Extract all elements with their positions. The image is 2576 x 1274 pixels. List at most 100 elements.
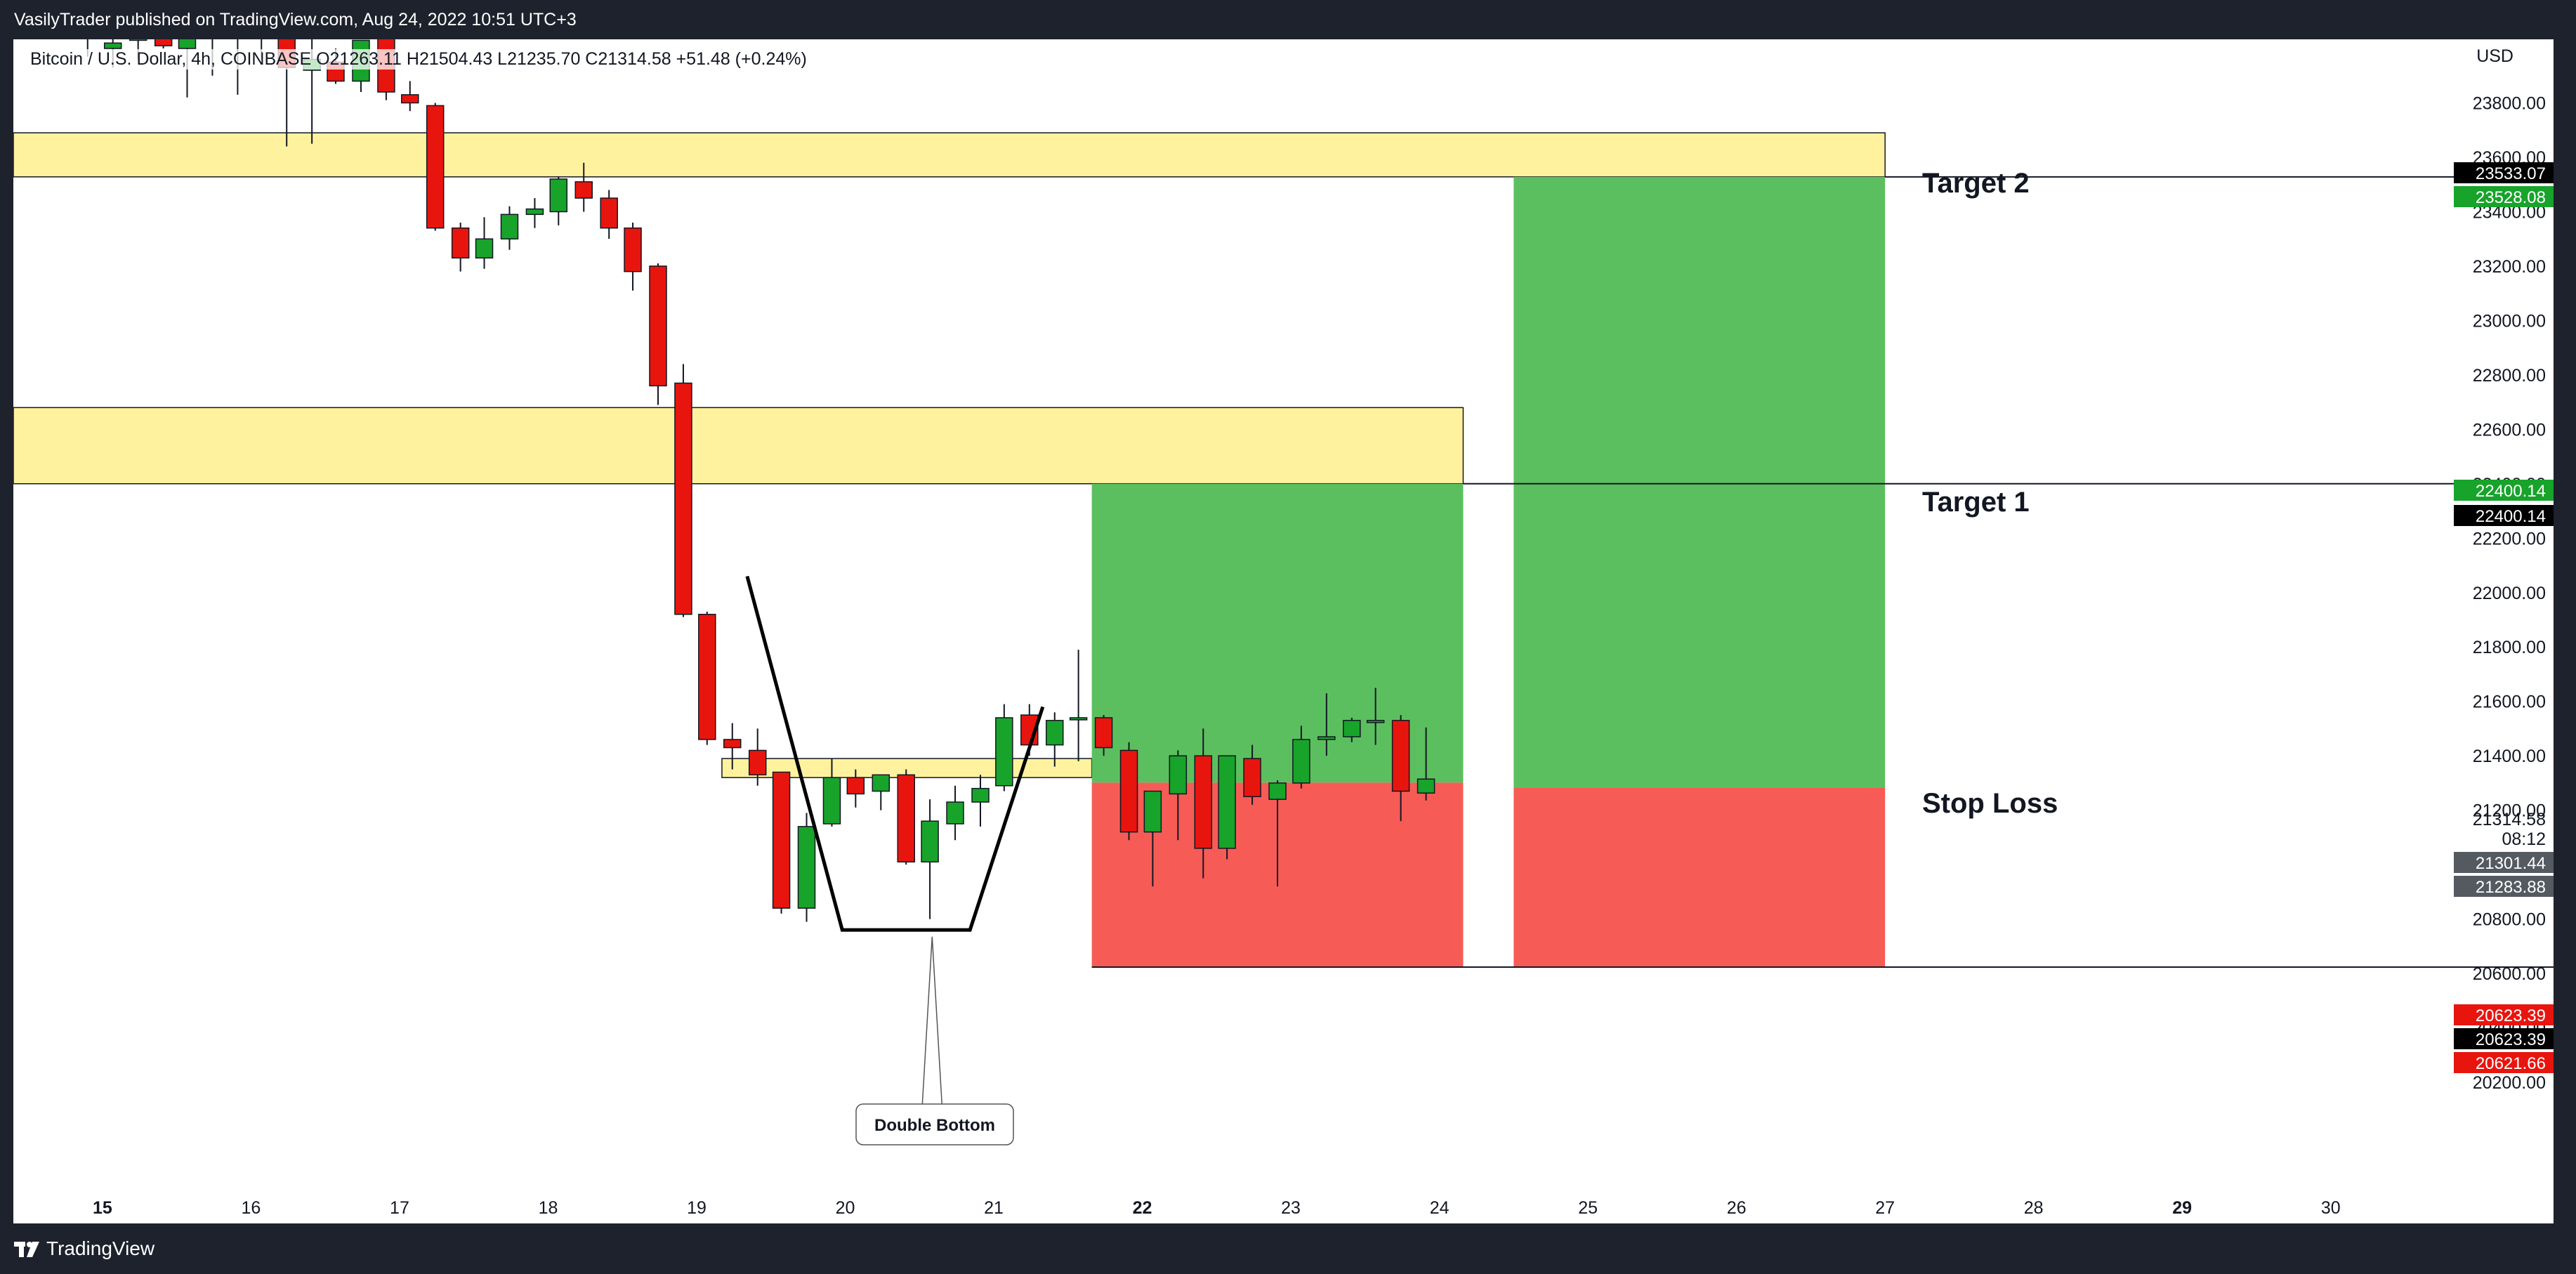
date-tick-label: 23 xyxy=(1281,1198,1301,1218)
candle-body xyxy=(995,717,1013,787)
candle-body xyxy=(897,774,915,862)
price-tag-target2-line: 23533.07 xyxy=(2454,162,2554,183)
stop-loss-label: Stop Loss xyxy=(1922,788,2058,819)
candle-body xyxy=(1366,720,1385,723)
candle-body xyxy=(822,777,841,825)
price-tag-target2-line-text: 23533.07 xyxy=(2476,164,2546,183)
price-tag-entry-a-bg xyxy=(2454,852,2554,873)
price-tag-entry-a-text: 21301.44 xyxy=(2476,854,2546,873)
date-tick-label: 19 xyxy=(687,1198,707,1218)
tradingview-footer: TradingView xyxy=(0,1223,2576,1274)
date-tick-label: 20 xyxy=(836,1198,855,1218)
price-tag-target2-line-bg xyxy=(2454,162,2554,183)
published-line: VasilyTrader published on TradingView.co… xyxy=(14,10,577,29)
resistance-zone-upper xyxy=(13,132,1886,178)
price-tick-label: 22800.00 xyxy=(2473,366,2546,386)
candle-body xyxy=(600,197,618,229)
callout-box xyxy=(855,1103,1014,1145)
candle-body xyxy=(846,777,865,795)
price-tag-target1-tp-bg xyxy=(2454,480,2554,501)
price-chart[interactable]: Double Bottom Target 2 Target 1 Stop Loss US… xyxy=(13,39,2554,1223)
target-2-label: Target 2 xyxy=(1922,168,2030,199)
candle-body xyxy=(1218,755,1236,849)
currency-label: USD xyxy=(2476,46,2513,66)
date-tick-label: 26 xyxy=(1727,1198,1747,1218)
double-bottom-pattern-line xyxy=(745,575,1045,932)
candle-countdown: 08:12 xyxy=(2502,829,2546,849)
price-tick-label: 22000.00 xyxy=(2473,584,2546,603)
price-tag-entry-b: 21283.88 xyxy=(2454,876,2554,897)
candle-body xyxy=(624,227,642,272)
price-tag-target1-line: 22400.14 xyxy=(2454,505,2554,526)
price-tick-label: 21800.00 xyxy=(2473,638,2546,657)
position-2-loss-zone xyxy=(1513,787,1886,967)
tradingview-brand: TradingView xyxy=(46,1237,155,1259)
candle-body xyxy=(1343,720,1361,737)
candle-body xyxy=(698,613,716,740)
price-tag-stop-b: 20621.66 xyxy=(2454,1052,2554,1073)
date-tick-label: 22 xyxy=(1133,1198,1152,1218)
candle-body xyxy=(1094,717,1113,749)
price-tick-label: 21600.00 xyxy=(2473,692,2546,712)
candle-body xyxy=(921,820,939,862)
candle-body xyxy=(525,208,544,216)
date-tick-label: 27 xyxy=(1875,1198,1895,1218)
resistance-zone-middle xyxy=(13,407,1464,485)
price-tick-label: 20800.00 xyxy=(2473,910,2546,930)
price-tick-label: 20600.00 xyxy=(2473,964,2546,984)
candle-body xyxy=(1391,720,1410,792)
candle-body xyxy=(1143,790,1162,833)
price-tick-label: 23800.00 xyxy=(2473,94,2546,114)
price-tag-stop-line: 20623.39 xyxy=(2454,1028,2554,1049)
candle-body xyxy=(1243,758,1261,798)
candle-body xyxy=(674,382,692,615)
candle-body xyxy=(1317,736,1336,740)
price-tag-entry-a: 21301.44 xyxy=(2454,852,2554,873)
date-tick-label: 30 xyxy=(2321,1198,2341,1218)
date-tick-label: 16 xyxy=(242,1198,261,1218)
candle-body xyxy=(872,774,891,792)
price-tag-stop-a: 20623.39 xyxy=(2454,1004,2554,1025)
price-tag-stop-a-text: 20623.39 xyxy=(2476,1006,2546,1025)
price-tag-target2-tp-bg xyxy=(2454,186,2554,207)
candle-body xyxy=(797,826,816,909)
price-tag-entry-b-text: 21283.88 xyxy=(2476,878,2546,897)
candle-body xyxy=(748,749,767,776)
candle-body xyxy=(1069,717,1088,721)
date-tick-label: 25 xyxy=(1578,1198,1598,1218)
candle-body xyxy=(178,39,197,49)
price-tag-stop-b-bg xyxy=(2454,1052,2554,1073)
candle-body xyxy=(154,39,173,46)
candle-body xyxy=(1119,749,1138,833)
last-price-label: 21314.58 xyxy=(2473,810,2546,829)
publisher-bar: VasilyTrader published on TradingView.co… xyxy=(0,0,2576,39)
price-tick-label: 23000.00 xyxy=(2473,311,2546,331)
symbol-info-line: Bitcoin / U.S. Dollar, 4h, COINBASE O212… xyxy=(26,49,811,70)
candle-body xyxy=(1268,782,1287,800)
date-tick-label: 28 xyxy=(2024,1198,2044,1218)
price-tick-label: 21400.00 xyxy=(2473,747,2546,766)
candle-body xyxy=(401,94,419,104)
chart-area[interactable]: Double Bottom Target 2 Target 1 Stop Loss US… xyxy=(13,39,2554,1223)
candle-body xyxy=(723,739,742,749)
candle-body xyxy=(103,42,122,49)
callout-pointer xyxy=(921,936,943,1105)
price-tag-target1-line-bg xyxy=(2454,505,2554,526)
price-tag-stop-b-text: 20621.66 xyxy=(2476,1054,2546,1073)
price-tag-entry-b-bg xyxy=(2454,876,2554,897)
price-tick-label: 22600.00 xyxy=(2473,420,2546,440)
candle-body xyxy=(549,178,568,213)
candle-body xyxy=(971,787,990,803)
date-tick-label: 18 xyxy=(539,1198,558,1218)
candle-body xyxy=(475,238,494,259)
date-tick-label: 21 xyxy=(984,1198,1004,1218)
price-tag-stop-line-text: 20623.39 xyxy=(2476,1030,2546,1049)
price-tag-target1-tp: 22400.14 xyxy=(2454,480,2554,501)
price-tick-label: 22200.00 xyxy=(2473,529,2546,549)
candle-body xyxy=(1169,755,1188,795)
candle-body xyxy=(1417,778,1435,794)
candle-body xyxy=(1292,739,1310,784)
price-tag-stop-a-bg xyxy=(2454,1004,2554,1025)
date-tick-label: 24 xyxy=(1430,1198,1450,1218)
price-tick-label: 20200.00 xyxy=(2473,1073,2546,1093)
